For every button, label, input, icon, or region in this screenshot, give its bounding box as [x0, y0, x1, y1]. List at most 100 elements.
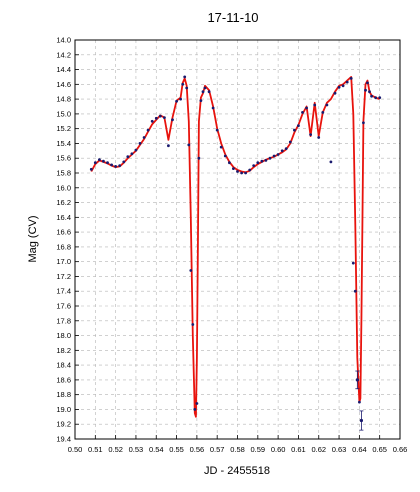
y-tick-label: 19.0	[56, 405, 71, 414]
observation-point	[341, 84, 345, 88]
x-tick-label: 0.52	[108, 445, 123, 454]
y-tick-label: 14.8	[56, 95, 71, 104]
chart-title: 17-11-10	[207, 10, 258, 25]
observation-point	[293, 128, 296, 132]
observation-point	[122, 160, 126, 164]
observation-point	[288, 140, 292, 144]
observation-point	[272, 154, 276, 158]
observation-point	[223, 154, 227, 158]
observation-point	[366, 81, 369, 85]
y-tick-label: 14.0	[56, 36, 71, 45]
observation-point	[280, 149, 284, 153]
x-tick-label: 0.50	[68, 445, 83, 454]
observation-point	[349, 77, 353, 80]
observation-point	[284, 147, 288, 151]
y-tick-label: 17.2	[56, 272, 71, 281]
fit-curve	[90, 76, 381, 418]
x-axis: 0.50 0.51 0.52 0.53 0.54 0.55 0.56 0.57 0.58 0.59…	[68, 435, 408, 454]
observation-point	[305, 106, 308, 110]
observation-point	[189, 269, 193, 272]
observation-point	[185, 86, 189, 90]
observation-point	[325, 103, 329, 107]
y-axis-label: Mag (CV)	[27, 215, 39, 262]
observation-point	[98, 158, 101, 162]
observation-point	[337, 85, 341, 89]
y-tick-label: 17.0	[56, 257, 71, 266]
observation-point	[175, 99, 179, 103]
observation-point	[364, 88, 367, 92]
observation-point	[215, 128, 219, 132]
y-tick-label: 15.8	[56, 169, 71, 178]
observation-point	[197, 156, 201, 160]
observation-point	[171, 118, 174, 122]
observation-point	[195, 402, 199, 405]
observation-point	[154, 116, 158, 120]
observation-point	[228, 161, 231, 165]
observation-point	[309, 133, 312, 137]
observation-point	[362, 121, 365, 125]
observation-point	[211, 106, 215, 110]
y-tick-label: 15.6	[56, 154, 71, 163]
observation-point	[370, 94, 373, 98]
observation-point	[297, 124, 300, 128]
y-axis: 14.0 14.2 14.4 14.6 14.8 15.0 15.2 15.4 15.6 15.8…	[56, 36, 79, 444]
y-tick-label: 16.8	[56, 242, 71, 251]
observation-point	[244, 171, 248, 175]
observation-point	[252, 164, 256, 168]
observation-point	[134, 148, 138, 152]
observation-point	[207, 90, 211, 94]
observation-point	[240, 171, 244, 175]
x-tick-label: 0.53	[129, 445, 144, 454]
grid-lines	[74, 39, 401, 440]
x-axis-label: JD - 2455518	[204, 465, 270, 477]
observation-point	[199, 99, 203, 102]
observation-point	[167, 144, 170, 148]
observation-point	[93, 161, 97, 165]
observation-point	[118, 164, 122, 168]
x-tick-label: 0.54	[149, 445, 164, 454]
observation-point	[236, 170, 239, 173]
observation-point	[181, 82, 185, 86]
y-tick-label: 19.2	[56, 420, 71, 429]
observation-point	[353, 289, 357, 293]
y-tick-label: 18.0	[56, 331, 71, 340]
y-tick-label: 15.0	[56, 109, 71, 118]
observation-point	[183, 75, 187, 79]
observation-point	[248, 168, 252, 172]
observation-point	[313, 103, 317, 107]
observation-point	[264, 159, 268, 162]
observation-point	[126, 155, 130, 159]
observation-point	[146, 128, 150, 132]
observation-point	[276, 153, 280, 156]
observation-point	[374, 96, 377, 99]
observation-point	[201, 90, 205, 94]
x-tick-label: 0.65	[372, 445, 387, 454]
observation-point	[142, 136, 146, 139]
y-tick-label: 15.2	[56, 124, 71, 133]
x-tick-label: 0.61	[291, 445, 306, 454]
y-tick-label: 16.2	[56, 198, 71, 207]
x-tick-label: 0.66	[393, 445, 408, 454]
observation-point	[203, 86, 207, 90]
observation-point	[355, 378, 359, 382]
x-tick-label: 0.63	[332, 445, 347, 454]
y-tick-label: 14.6	[56, 80, 71, 89]
observation-point	[191, 323, 195, 326]
x-tick-label: 0.58	[230, 445, 245, 454]
observation-point	[158, 114, 162, 118]
observation-point	[260, 159, 264, 163]
observation-point	[106, 161, 109, 165]
x-tick-label: 0.60	[271, 445, 286, 454]
observation-point	[368, 90, 371, 94]
y-tick-label: 19.4	[56, 435, 71, 444]
observation-point	[321, 111, 325, 114]
y-tick-label: 16.0	[56, 183, 71, 192]
observation-point	[110, 163, 113, 167]
y-tick-label: 16.4	[56, 213, 71, 222]
y-tick-label: 14.2	[56, 50, 71, 59]
observation-point	[187, 143, 191, 147]
y-tick-label: 17.6	[56, 302, 71, 311]
observation-point	[378, 96, 382, 99]
observation-point	[351, 261, 355, 265]
